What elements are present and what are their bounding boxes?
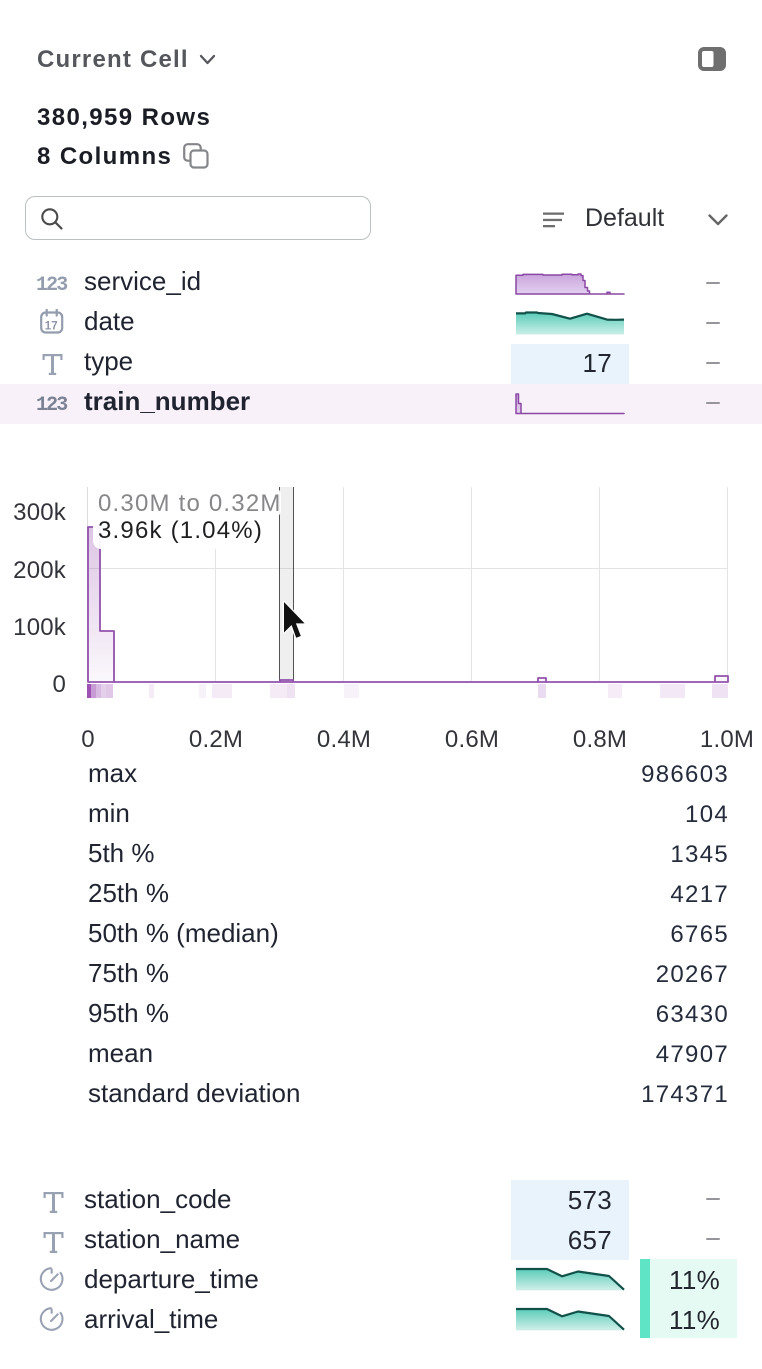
- svg-text:17: 17: [45, 321, 58, 333]
